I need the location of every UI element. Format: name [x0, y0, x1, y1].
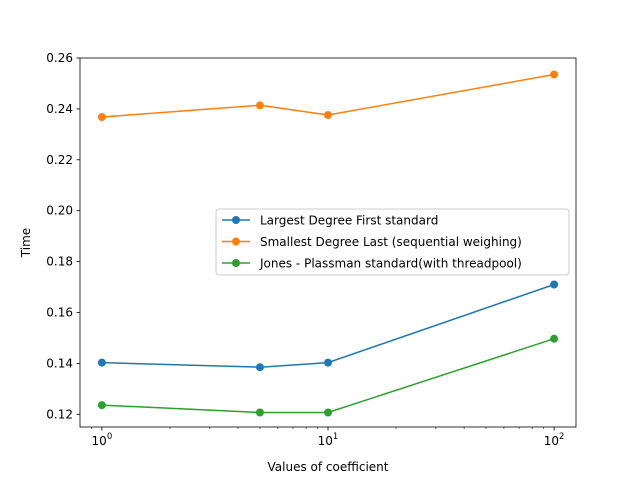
legend-label: Smallest Degree Last (sequential weighin…	[260, 235, 522, 249]
legend-box	[215, 208, 570, 276]
data-point	[550, 280, 559, 289]
x-tick-label: 101	[318, 432, 339, 448]
legend-label: Jones - Plassman standard(with threadpoo…	[259, 257, 522, 271]
y-tick-label: 0.24	[46, 102, 73, 116]
data-point	[97, 401, 106, 410]
legend: Largest Degree First standard Smallest De…	[215, 208, 570, 276]
x-tick-base: 10	[544, 434, 559, 448]
y-tick-label: 0.18	[46, 255, 73, 269]
data-point	[255, 408, 264, 417]
data-point	[255, 101, 264, 110]
x-tick-label: 102	[544, 432, 565, 448]
data-point	[324, 111, 332, 120]
x-axis-ticks: 100 101 102	[92, 427, 565, 448]
legend-label: Largest Degree First standard	[260, 214, 438, 228]
legend-marker	[232, 259, 240, 267]
series-line-2	[101, 73, 555, 118]
y-tick-label: 0.22	[46, 153, 73, 167]
y-tick-label: 0.16	[46, 305, 73, 319]
x-tick-base: 10	[92, 434, 107, 448]
data-point	[255, 363, 264, 372]
y-tick-label: 0.26	[46, 51, 73, 65]
series-line-1	[101, 283, 555, 368]
x-tick-exponent: 0	[107, 432, 112, 442]
x-axis-label: Values of coefficient	[268, 460, 389, 474]
data-point	[97, 113, 106, 122]
series-layer	[97, 70, 559, 417]
legend-marker	[232, 216, 240, 224]
x-tick-base: 10	[318, 434, 333, 448]
data-point	[324, 408, 332, 417]
legend-marker	[232, 237, 240, 246]
y-tick-label: 0.14	[46, 356, 73, 370]
x-tick-exponent: 2	[559, 432, 564, 442]
y-axis-ticks: 0.12 0.14 0.16 0.18 0.20 0.22 0.24 0.26	[46, 51, 80, 421]
x-tick-label: 100	[92, 432, 113, 448]
plot-frame	[79, 57, 577, 428]
series-line-3	[101, 337, 555, 414]
y-axis-label: Time	[19, 228, 33, 258]
data-point	[324, 358, 332, 367]
data-point	[550, 334, 559, 343]
y-tick-label: 0.20	[46, 204, 73, 218]
x-tick-exponent: 1	[333, 432, 338, 442]
data-point	[97, 358, 106, 367]
y-tick-label: 0.12	[46, 407, 73, 421]
data-point	[550, 70, 559, 79]
